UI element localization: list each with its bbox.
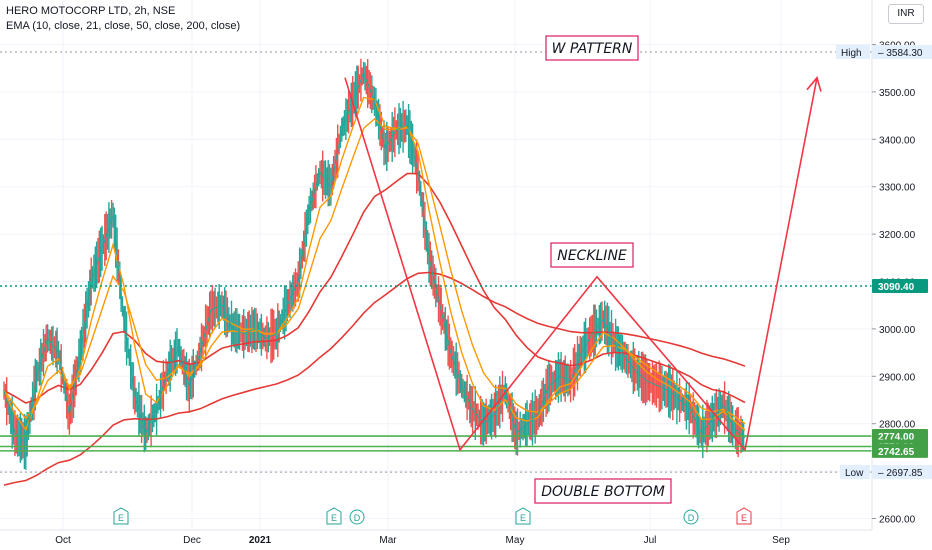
event-marker-label: E (118, 513, 124, 523)
level-tag-label: Low (845, 468, 864, 479)
arrow-head (806, 76, 822, 92)
y-tick-label: 2900.00 (879, 372, 916, 383)
level-price-label: – 2697.85 (878, 468, 923, 479)
price-line (3, 71, 746, 444)
level-price-label: 2742.65 (878, 447, 915, 458)
ema-200-line (3, 271, 746, 486)
x-tick-label: May (506, 535, 525, 546)
y-tick-label: 3200.00 (879, 230, 916, 241)
w-pattern-drawing[interactable] (344, 77, 818, 452)
event-marker-label: E (520, 513, 526, 523)
y-tick-label: 3300.00 (879, 183, 916, 194)
earnings-marker-icon[interactable] (113, 507, 129, 525)
earnings-marker-icon[interactable] (326, 507, 342, 525)
dividend-marker-icon[interactable] (683, 509, 699, 525)
x-tick-label: Sep (772, 535, 790, 546)
event-marker-label: E (331, 513, 337, 523)
x-tick-label: Mar (379, 535, 397, 546)
level-tag (840, 465, 870, 480)
y-tick-label: 3500.00 (879, 88, 916, 99)
annotation-box[interactable] (534, 478, 672, 504)
annotation-text: DOUBLE BOTTOM (541, 484, 665, 500)
annotation-box[interactable] (545, 35, 639, 61)
dividend-marker-icon[interactable] (349, 509, 365, 525)
y-tick-label: 3400.00 (879, 135, 916, 146)
level-tag-label: High (841, 48, 862, 59)
earnings-marker-icon[interactable] (736, 507, 752, 525)
annotation-text: W PATTERN (552, 41, 633, 57)
level-tag (836, 44, 870, 59)
annotation-text: NECKLINE (557, 248, 627, 264)
level-price-label: 3090.40 (878, 282, 915, 293)
symbol-title: HERO MOTOCORP LTD, 2h, NSE (6, 5, 176, 17)
indicator-legend[interactable]: EMA (10, close, 21, close, 50, close, 20… (6, 20, 241, 32)
earnings-marker-icon[interactable] (515, 507, 531, 525)
ema-10-line (3, 96, 746, 432)
currency-button[interactable]: INR (888, 4, 924, 24)
x-tick-label: Jul (644, 535, 657, 546)
level-price-label: 2774.00 (878, 432, 915, 443)
event-marker-label: E (741, 513, 747, 523)
level-price-tag (872, 279, 928, 294)
annotation-box[interactable] (550, 242, 634, 268)
level-price-tag (872, 44, 932, 59)
x-tick-label: Oct (55, 535, 71, 546)
x-tick-label: 2021 (249, 535, 272, 546)
y-tick-label: 2800.00 (879, 420, 916, 431)
level-price-tag (872, 465, 932, 480)
x-tick-label: Dec (183, 535, 201, 546)
level-price-label: – 3584.30 (878, 48, 923, 59)
level-price-tag (872, 443, 928, 458)
event-marker-label: D (688, 513, 695, 523)
y-tick-label: 3000.00 (879, 325, 916, 336)
y-tick-label: 2600.00 (879, 515, 916, 526)
event-marker-label: D (354, 513, 361, 523)
